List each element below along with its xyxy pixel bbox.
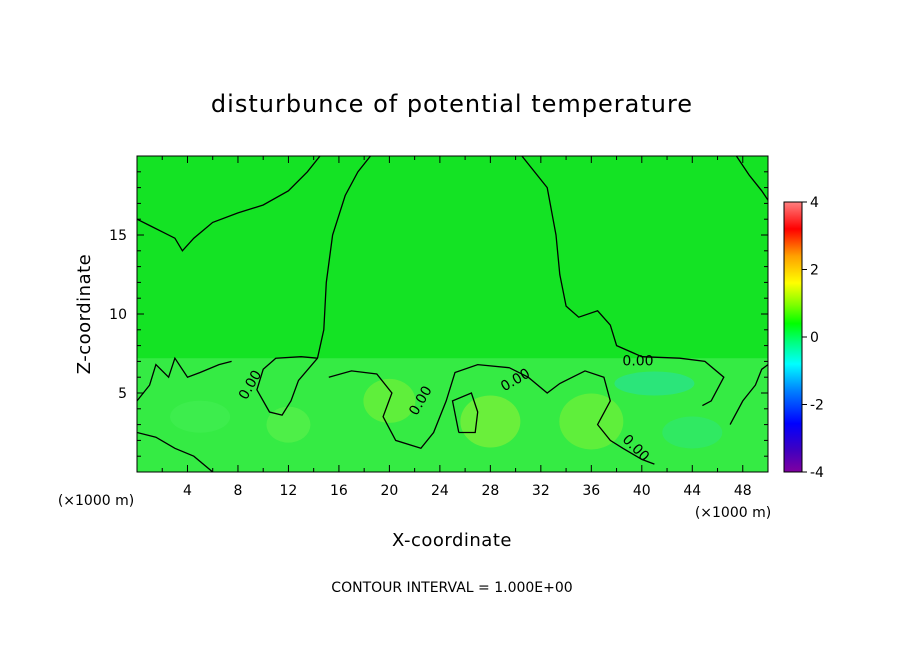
contour-line xyxy=(729,364,768,425)
chart-title: disturbunce of potential temperature xyxy=(211,90,693,118)
colorbar: 4 2 0 -2 -4 xyxy=(783,195,824,481)
x-tick-label: 48 xyxy=(734,483,752,499)
x-tick-label: 16 xyxy=(330,483,348,499)
contour-line xyxy=(137,431,214,472)
y-tick-label: 10 xyxy=(109,307,127,323)
x-axis-title: X-coordinate xyxy=(392,530,512,551)
field-fill xyxy=(137,358,768,472)
x-tick-label: 12 xyxy=(280,483,298,499)
plot-area: 0.00 0.000.000.000.00 4 8 12 16 20 24 28 32 36 40 4… xyxy=(109,155,769,499)
colorbar-tick-label: 4 xyxy=(810,195,819,211)
contour-label: 0.00 xyxy=(622,353,653,369)
colorbar-tick-label: -2 xyxy=(810,398,824,414)
field-patch xyxy=(614,371,695,396)
x-tick-label: 44 xyxy=(683,483,701,499)
colorbar-tick-label: -4 xyxy=(810,465,824,481)
colorbar-ticks: 4 2 0 -2 -4 xyxy=(802,195,824,481)
contour-line xyxy=(256,156,372,416)
contour-line xyxy=(451,392,479,434)
y-tick-label: 5 xyxy=(118,386,127,402)
x-tick-label: 28 xyxy=(481,483,499,499)
x-tick-label: 40 xyxy=(633,483,651,499)
field-patch xyxy=(559,393,624,450)
x-axis-ticks: 4 8 12 16 20 24 28 32 36 40 44 48 xyxy=(161,156,752,499)
contour-line xyxy=(137,356,232,402)
y-axis-title: Z-coordinate xyxy=(74,254,95,375)
y-tick-label: 15 xyxy=(109,228,127,244)
contour-interval-note: CONTOUR INTERVAL = 1.000E+00 xyxy=(331,580,572,596)
x-tick-label: 20 xyxy=(380,483,398,499)
contour-lines xyxy=(137,156,768,472)
field-patch xyxy=(266,406,311,443)
y-unit-label: (×1000 m) xyxy=(58,493,134,509)
contour-line xyxy=(137,156,321,252)
x-unit-label: (×1000 m) xyxy=(695,505,771,521)
field-patch xyxy=(170,400,231,433)
x-tick-label: 32 xyxy=(532,483,550,499)
field-patch xyxy=(662,416,723,449)
colorbar-gradient xyxy=(783,201,803,473)
colorbar-tick-label: 0 xyxy=(810,330,819,346)
x-tick-label: 36 xyxy=(582,483,600,499)
x-tick-label: 4 xyxy=(183,483,192,499)
x-tick-label: 24 xyxy=(431,483,449,499)
contour-line xyxy=(735,156,768,201)
field-patch xyxy=(460,395,521,448)
contour-line xyxy=(328,363,655,465)
contour-line xyxy=(521,156,725,407)
x-tick-label: 8 xyxy=(233,483,242,499)
colorbar-tick-label: 2 xyxy=(810,263,819,279)
y-axis-ticks: 5 10 15 xyxy=(109,171,768,457)
